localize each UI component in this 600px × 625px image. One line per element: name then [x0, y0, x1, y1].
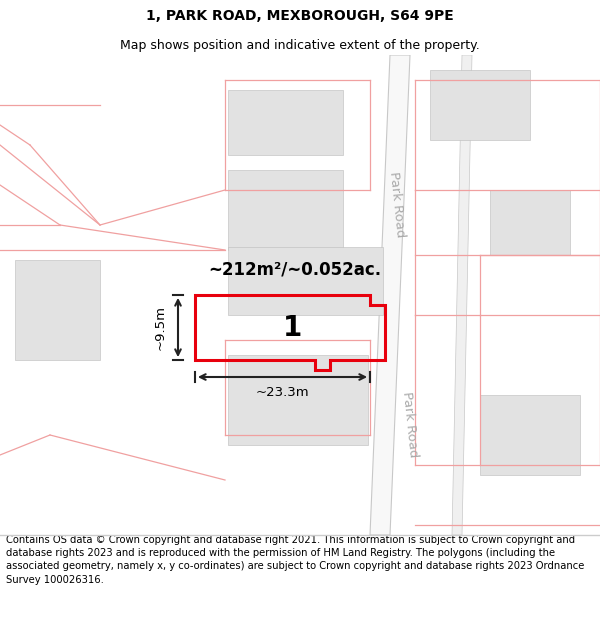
Text: 1: 1: [283, 314, 302, 341]
Bar: [480, 395, 580, 475]
Bar: [15, 260, 100, 360]
Text: ~212m²/~0.052ac.: ~212m²/~0.052ac.: [208, 261, 382, 279]
Text: Contains OS data © Crown copyright and database right 2021. This information is : Contains OS data © Crown copyright and d…: [6, 535, 584, 584]
Text: Map shows position and indicative extent of the property.: Map shows position and indicative extent…: [120, 39, 480, 52]
Bar: [228, 247, 383, 315]
Text: Park Road: Park Road: [400, 391, 420, 459]
Bar: [490, 190, 570, 255]
Polygon shape: [370, 55, 410, 535]
Text: Park Road: Park Road: [387, 171, 407, 239]
Polygon shape: [452, 55, 472, 535]
Text: ~23.3m: ~23.3m: [256, 386, 310, 399]
Text: 1, PARK ROAD, MEXBOROUGH, S64 9PE: 1, PARK ROAD, MEXBOROUGH, S64 9PE: [146, 9, 454, 24]
Bar: [228, 355, 368, 445]
Bar: [228, 90, 343, 155]
Bar: [430, 70, 530, 140]
Text: ~9.5m: ~9.5m: [154, 305, 167, 350]
Bar: [228, 170, 343, 250]
